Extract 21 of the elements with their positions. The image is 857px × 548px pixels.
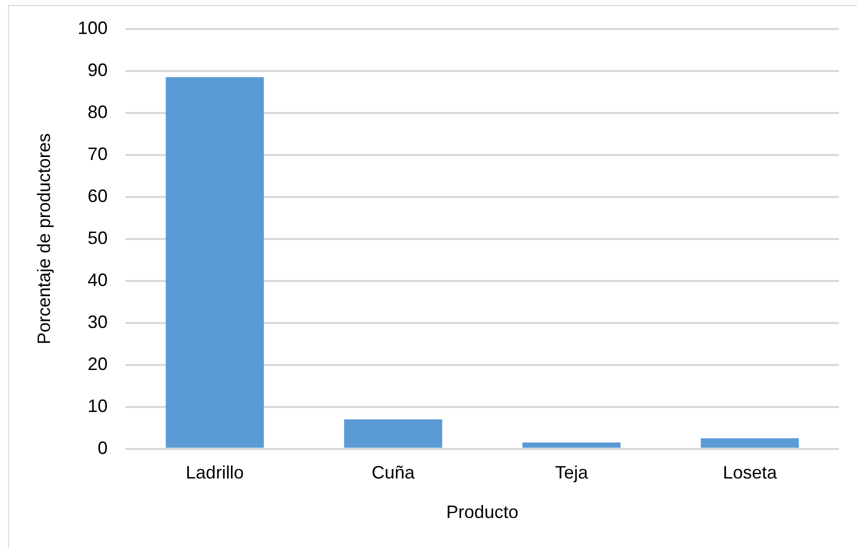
y-tick-label: 50 (88, 228, 108, 248)
y-tick-label: 80 (88, 102, 108, 122)
x-tick-label: Cuña (372, 462, 416, 483)
y-tick-label: 100 (78, 18, 108, 38)
y-tick-label: 60 (88, 186, 108, 206)
x-tick-label: Ladrillo (186, 462, 244, 483)
y-tick-label: 90 (88, 60, 108, 80)
y-tick-label: 40 (88, 270, 108, 290)
bar (522, 442, 621, 448)
y-tick-label: 20 (88, 354, 108, 374)
x-tick-label: Loseta (722, 462, 778, 483)
x-tick-label: Teja (554, 462, 589, 483)
bar (344, 419, 442, 448)
bar (700, 438, 799, 448)
y-tick-label: 70 (88, 144, 108, 164)
x-axis-title: Producto (446, 502, 518, 522)
y-tick-label: 30 (88, 312, 108, 332)
bar (166, 77, 264, 448)
y-tick-label: 10 (88, 396, 108, 416)
y-tick-label: 0 (98, 438, 108, 458)
y-axis-title: Porcentaje de productores (34, 133, 54, 344)
